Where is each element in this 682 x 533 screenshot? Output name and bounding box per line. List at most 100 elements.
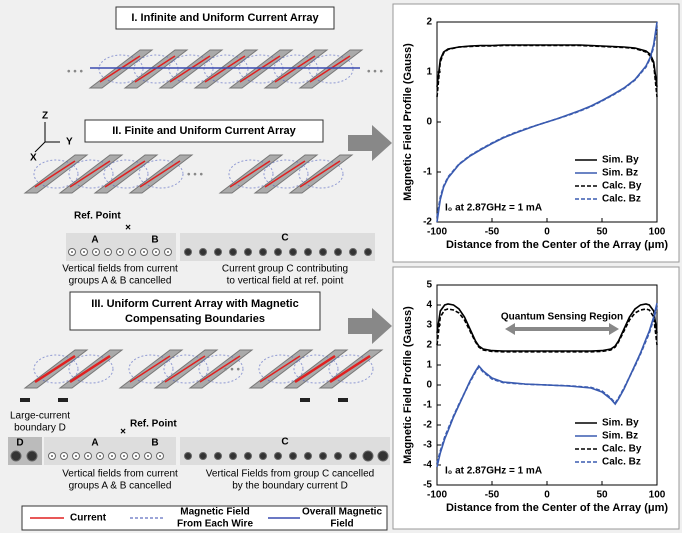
wire-dot	[259, 248, 267, 256]
title-box	[84, 119, 324, 143]
current-arrow	[199, 355, 241, 383]
region-arrowhead	[505, 323, 515, 335]
wire-dot	[362, 450, 374, 462]
boundary-wire	[20, 398, 30, 402]
arrow	[348, 308, 392, 344]
field-loop	[308, 54, 354, 84]
group-label: C	[281, 437, 288, 448]
axes-icon	[34, 122, 60, 153]
current-arrow	[104, 160, 146, 188]
field-loop	[293, 354, 339, 384]
wire-cross-section	[10, 450, 389, 462]
ref-point-label: Ref. Point	[74, 211, 121, 222]
legend-label: Sim. By	[602, 418, 639, 429]
note: groups A & B cancelled	[69, 481, 172, 492]
y-tick-label: 2	[426, 340, 432, 351]
wire-array: • • •	[23, 154, 354, 194]
wire-dot	[289, 248, 297, 256]
current-arrow	[239, 55, 281, 83]
group-label: D	[16, 438, 23, 449]
annotation: I₀ at 2.87GHz = 1 mA	[445, 203, 542, 214]
wire-dot	[10, 450, 22, 462]
wire-dot	[319, 452, 327, 460]
note: Vertical Fields from group C cancelled	[206, 469, 374, 480]
group-box	[180, 437, 390, 465]
current-arrow	[329, 354, 371, 384]
y-tick-label: 1	[426, 67, 432, 78]
ellipsis: • • •	[224, 365, 241, 376]
note: Current group C contributing	[222, 264, 348, 275]
current-arrow	[294, 354, 336, 384]
group-box	[180, 233, 375, 261]
note: Vertical fields from current	[62, 469, 178, 480]
group-label: A	[91, 235, 98, 246]
legend-label: Sim. Bz	[602, 431, 638, 442]
field-loop	[273, 54, 319, 84]
current-arrow	[34, 354, 76, 384]
x-tick-label: 100	[649, 490, 666, 501]
legend-label: From Each Wire	[177, 519, 253, 530]
wire-dot-center	[51, 455, 53, 457]
legend-label: Calc. By	[602, 181, 642, 192]
wire-dot	[334, 248, 342, 256]
y-tick-label: -1	[423, 167, 432, 178]
current-arrow	[34, 160, 76, 188]
x-tick-label: 50	[596, 227, 608, 238]
field-loop	[128, 354, 174, 384]
legend-label: Calc. By	[602, 444, 642, 455]
current-arrow	[139, 160, 181, 188]
panel-title: I. Infinite and Uniform Current Array	[131, 12, 319, 24]
current-arrow	[99, 55, 141, 83]
x-tick-label: 50	[596, 490, 608, 501]
legend-label: Sim. Bz	[602, 168, 638, 179]
y-tick-label: 5	[426, 280, 432, 291]
wire-dot	[364, 248, 372, 256]
group-label: B	[151, 438, 158, 449]
legend-label: Overall Magnetic	[302, 507, 382, 518]
x-tick-label: -50	[485, 490, 500, 501]
wire-dot-center	[111, 455, 113, 457]
boundary-wire	[338, 398, 348, 402]
wire-dot	[349, 452, 357, 460]
field-loop	[328, 354, 374, 384]
wire-dot-center	[143, 251, 145, 253]
axis-arrow	[34, 141, 46, 153]
y-axis-label: Magnetic Field Profile (Gauss)	[402, 43, 414, 201]
wire-dot-center	[135, 455, 137, 457]
title-box	[69, 291, 321, 331]
note: groups A & B cancelled	[69, 276, 172, 287]
y-tick-label: -4	[423, 460, 432, 471]
field-loop	[33, 159, 79, 189]
series-line	[436, 308, 658, 353]
y-tick-label: -1	[423, 400, 432, 411]
arrow	[348, 125, 392, 161]
field-loop	[33, 354, 79, 384]
current-arrow	[169, 55, 211, 83]
wire-dot	[26, 450, 38, 462]
current-arrow	[129, 355, 171, 383]
current-arrow	[229, 160, 271, 188]
note: to vertical field at ref. point	[227, 276, 344, 287]
field-loop	[68, 354, 114, 384]
wire-dot	[334, 452, 342, 460]
wire-dot	[199, 248, 207, 256]
x-axis-label: Distance from the Center of the Array (μ…	[446, 502, 668, 514]
ref-point-label: Ref. Point	[130, 419, 177, 430]
field-loop	[138, 159, 184, 189]
y-tick-label: 0	[426, 380, 432, 391]
wire-dot-center	[99, 455, 101, 457]
field-loop	[68, 159, 114, 189]
y-tick-label: 3	[426, 320, 432, 331]
wire-dot	[184, 452, 192, 460]
wire-dot-center	[123, 455, 125, 457]
legend-label: Calc. Bz	[602, 194, 641, 205]
axis-label: X	[30, 153, 37, 164]
wire-dot-center	[63, 455, 65, 457]
wire-dot	[349, 248, 357, 256]
boundary-label: Large-current	[10, 411, 70, 422]
series-line	[436, 44, 658, 98]
field-loop	[163, 354, 209, 384]
y-tick-label: 1	[426, 360, 432, 371]
y-tick-label: -2	[423, 420, 432, 431]
wire-dot	[289, 452, 297, 460]
